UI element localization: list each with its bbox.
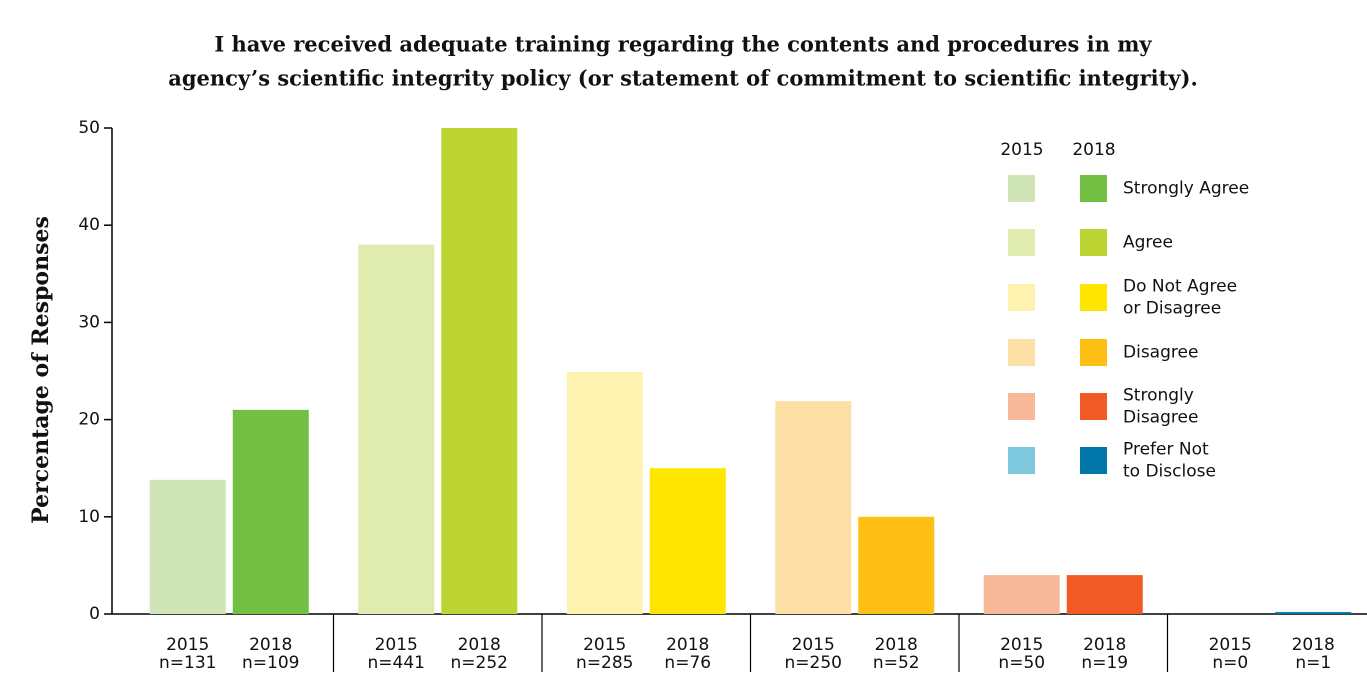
x-tick-label: 2018 xyxy=(249,635,292,655)
bar xyxy=(858,516,935,614)
chart-title: I have received adequate training regard… xyxy=(214,32,1152,57)
bar xyxy=(983,575,1060,614)
legend-swatch xyxy=(1080,284,1107,311)
bar xyxy=(566,371,643,614)
legend-swatch xyxy=(1008,339,1035,366)
sample-size-label: n=0 xyxy=(1212,653,1248,673)
sample-size-label: n=1 xyxy=(1295,653,1331,673)
x-tick-label: 2015 xyxy=(1000,635,1043,655)
x-tick-label: 2018 xyxy=(666,635,709,655)
sample-size-label: n=52 xyxy=(873,653,920,673)
sample-size-label: n=50 xyxy=(998,653,1045,673)
legend-swatch xyxy=(1080,447,1107,474)
legend-label: Strongly Agree xyxy=(1123,179,1249,199)
sample-size-label: n=19 xyxy=(1081,653,1128,673)
x-tick-label: 2015 xyxy=(375,635,418,655)
legend-swatch xyxy=(1008,284,1035,311)
legend-swatch xyxy=(1080,339,1107,366)
legend-swatch xyxy=(1008,229,1035,256)
legend-label: or Disagree xyxy=(1123,299,1221,319)
sample-size-label: n=109 xyxy=(242,653,299,673)
y-tick-label: 40 xyxy=(78,215,100,235)
chart-title: agency’s scientific integrity policy (or… xyxy=(168,66,1198,91)
bar xyxy=(358,244,435,614)
x-tick-label: 2018 xyxy=(875,635,918,655)
sample-size-label: n=131 xyxy=(159,653,216,673)
legend-label: Do Not Agree xyxy=(1123,277,1237,297)
x-tick-label: 2018 xyxy=(458,635,501,655)
sample-size-label: n=250 xyxy=(785,653,842,673)
legend-label: to Disclose xyxy=(1123,462,1216,482)
legend-swatch xyxy=(1080,393,1107,420)
sample-size-label: n=441 xyxy=(368,653,425,673)
legend-label: Disagree xyxy=(1123,408,1198,428)
x-tick-label: 2015 xyxy=(166,635,209,655)
y-tick-label: 10 xyxy=(78,507,100,527)
legend-label: Disagree xyxy=(1123,343,1198,363)
bar xyxy=(149,479,226,614)
y-tick-label: 20 xyxy=(78,410,100,430)
x-tick-label: 2015 xyxy=(1209,635,1252,655)
legend-label: Prefer Not xyxy=(1123,440,1209,460)
bar xyxy=(775,401,852,614)
legend-header: 2018 xyxy=(1072,140,1115,160)
bar xyxy=(441,128,518,614)
y-tick-label: 0 xyxy=(89,604,100,624)
y-tick-label: 30 xyxy=(78,312,100,332)
legend-swatch xyxy=(1080,175,1107,202)
legend-label: Strongly xyxy=(1123,386,1194,406)
y-axis-label: Percentage of Responses xyxy=(28,216,54,524)
bar xyxy=(1275,612,1352,614)
bar xyxy=(649,468,726,614)
bar xyxy=(1066,575,1143,614)
x-tick-label: 2015 xyxy=(583,635,626,655)
legend-header: 2015 xyxy=(1000,140,1043,160)
x-tick-label: 2015 xyxy=(792,635,835,655)
legend-swatch xyxy=(1008,393,1035,420)
sample-size-label: n=252 xyxy=(451,653,508,673)
legend-label: Agree xyxy=(1123,233,1173,253)
x-tick-label: 2018 xyxy=(1083,635,1126,655)
legend-swatch xyxy=(1008,175,1035,202)
sample-size-label: n=76 xyxy=(664,653,711,673)
x-tick-label: 2018 xyxy=(1292,635,1335,655)
legend-swatch xyxy=(1008,447,1035,474)
legend-swatch xyxy=(1080,229,1107,256)
y-tick-label: 50 xyxy=(78,118,100,138)
bar xyxy=(232,409,309,614)
sample-size-label: n=285 xyxy=(576,653,633,673)
